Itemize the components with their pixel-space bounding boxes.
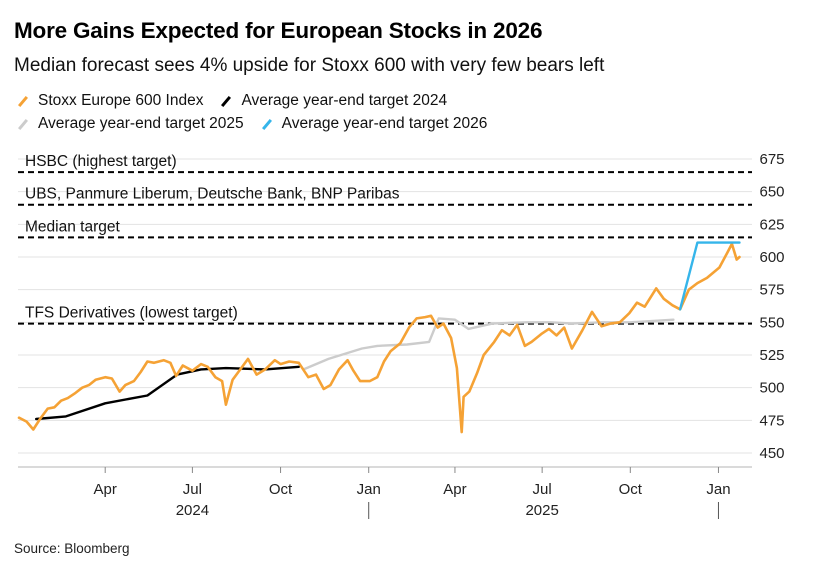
- reference-label-2: Median target: [25, 218, 120, 235]
- y-tick-label-525: 525: [759, 347, 784, 364]
- x-tick-label-2025-01-01: Jan: [357, 481, 381, 498]
- legend-item-target-2024: Average year-end target 2024: [217, 92, 447, 110]
- x-tick-label-2025-07-01: Jul: [533, 481, 552, 498]
- legend-row-1: Stoxx Europe 600 Index Average year-end …: [14, 92, 461, 110]
- year-label-2025: 2025: [525, 502, 558, 519]
- chart-title: More Gains Expected for European Stocks …: [14, 18, 543, 43]
- y-tick-label-475: 475: [759, 412, 784, 429]
- y-tick-label-650: 650: [759, 184, 784, 201]
- legend-row-2: Average year-end target 2025 Average yea…: [14, 115, 501, 133]
- chart-subtitle: Median forecast sees 4% upside for Stoxx…: [14, 55, 605, 76]
- legend-item-target-2025: Average year-end target 2025: [14, 115, 244, 133]
- y-tick-label-675: 675: [759, 151, 784, 168]
- y-tick-label-600: 600: [759, 249, 784, 266]
- source-note: Source: Bloomberg: [14, 541, 130, 556]
- reference-label-3: TFS Derivatives (lowest target): [25, 305, 238, 322]
- x-tick-label-2025-04-01: Apr: [443, 481, 466, 498]
- x-tick-label-2024-07-01: Jul: [183, 481, 202, 498]
- series-line-average-year-end-target-2026: [678, 241, 741, 311]
- legend-item-target-2026: Average year-end target 2026: [258, 115, 488, 133]
- legend-item-stoxx: Stoxx Europe 600 Index: [14, 92, 203, 110]
- x-tick-label-2024-04-01: Apr: [94, 481, 117, 498]
- reference-label-0: HSBC (highest target): [25, 153, 177, 170]
- x-tick-label-2025-10-01: Oct: [619, 481, 643, 498]
- legend-label-stoxx: Stoxx Europe 600 Index: [38, 92, 204, 109]
- y-tick-label-625: 625: [759, 216, 784, 233]
- y-tick-label-500: 500: [759, 380, 784, 397]
- x-tick-label-2026-01-01: Jan: [706, 481, 730, 498]
- series-line-average-year-end-target-2025: [302, 317, 675, 371]
- y-tick-label-450: 450: [759, 445, 784, 462]
- legend-label-target-2024: Average year-end target 2024: [241, 92, 448, 109]
- legend-label-target-2025: Average year-end target 2025: [38, 115, 244, 132]
- y-tick-label-550: 550: [759, 314, 784, 331]
- legend-label-target-2026: Average year-end target 2026: [281, 115, 488, 132]
- reference-label-1: UBS, Panmure Liberum, Deutsche Bank, BNP…: [25, 186, 400, 203]
- x-tick-label-2024-10-01: Oct: [269, 481, 293, 498]
- series-line-stoxx-europe-600-index: [17, 242, 741, 434]
- y-tick-label-575: 575: [759, 282, 784, 299]
- year-label-2024: 2024: [176, 502, 209, 519]
